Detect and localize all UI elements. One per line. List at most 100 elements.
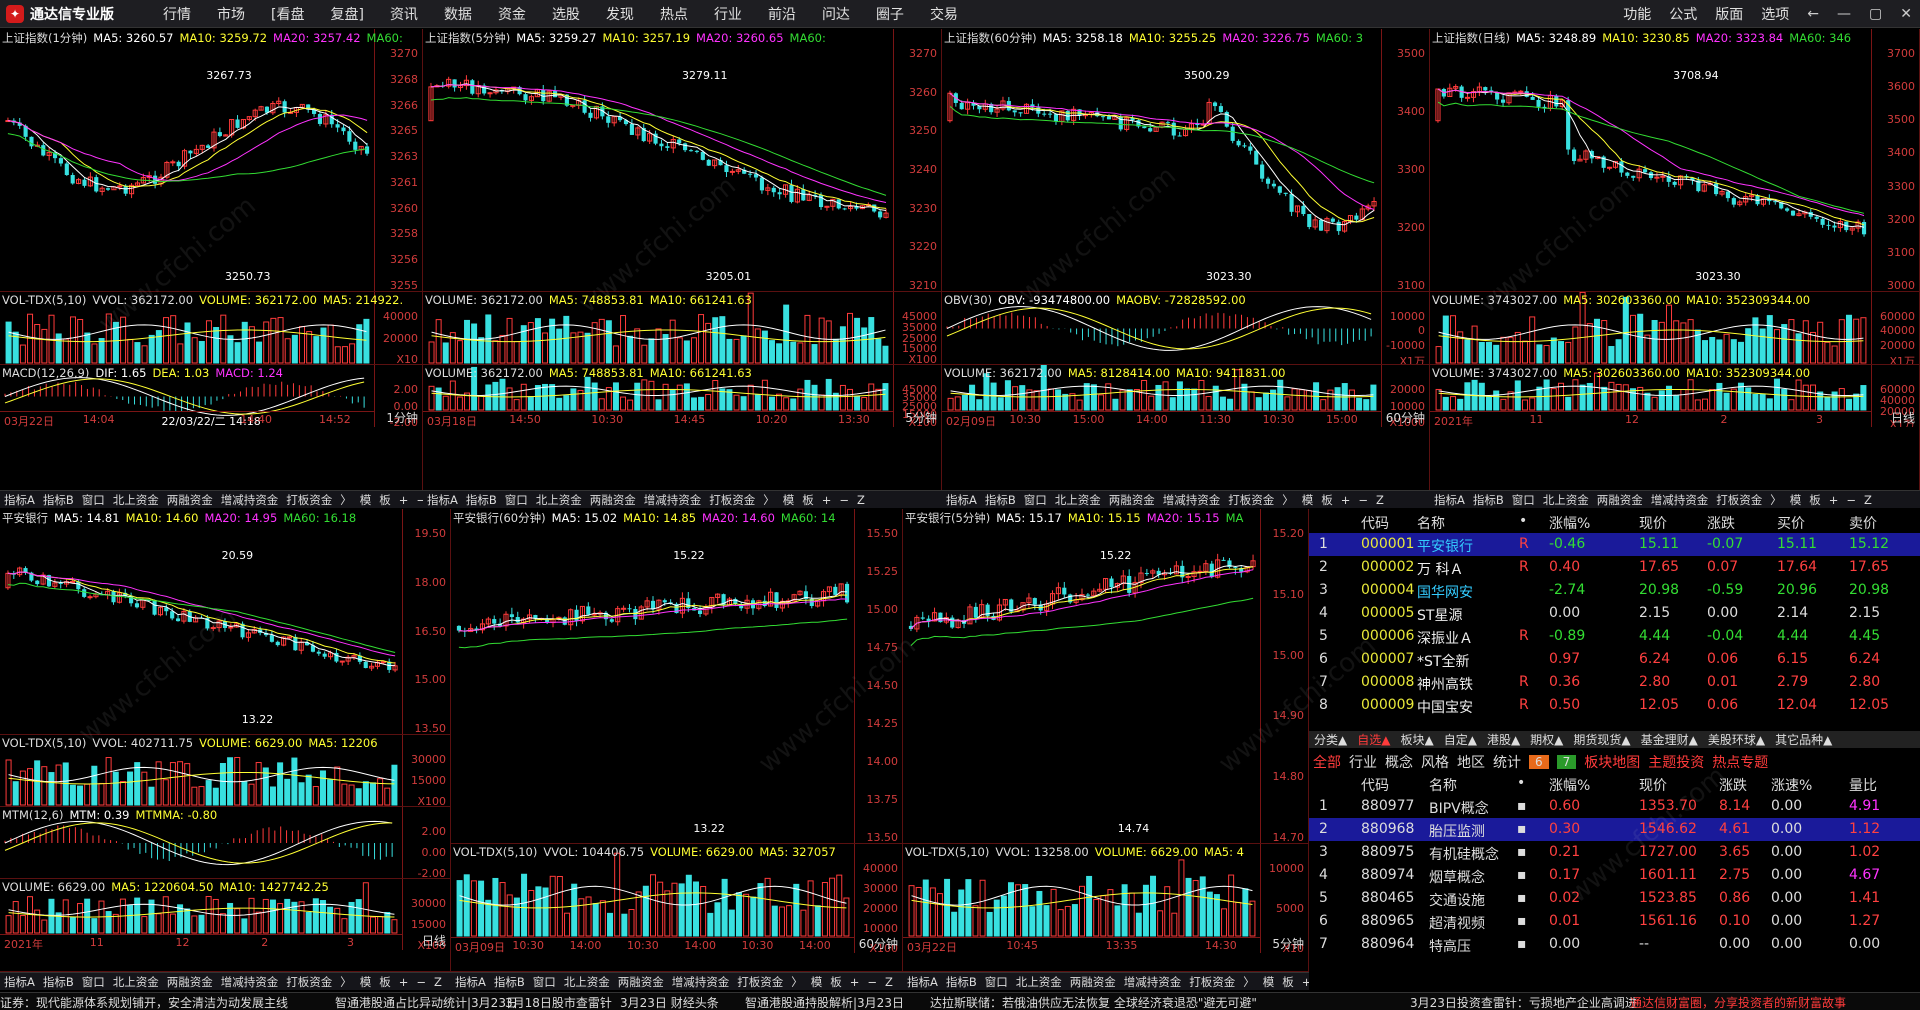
table-row[interactable]: 1 880977 BIPV概念 ▪ 0.60 1353.70 8.14 0.00 4.91: [1309, 795, 1920, 818]
menu-item-2[interactable]: [看盘: [271, 6, 305, 23]
indicator-pane[interactable]: VOLUME: 362172.00 MA5: 748853.81 MA10: 661…: [423, 291, 941, 364]
indicator-pane[interactable]: VOLUME: 3743027.00 MA5: 302603360.00 MA10:…: [1430, 364, 1919, 427]
indicator-pane[interactable]: OBV(30) OBV: -93474800.00 MAOBV: -72828592…: [942, 291, 1429, 364]
toolstrip-item[interactable]: 北上资金: [1542, 492, 1589, 507]
back-icon[interactable]: ←: [1807, 6, 1820, 22]
toolstrip-item[interactable]: +: [821, 492, 832, 507]
toolstrip-item[interactable]: 两融资金: [589, 492, 636, 507]
column-header[interactable]: 买价: [1777, 516, 1805, 532]
toolstrip-item[interactable]: 指标A: [455, 974, 486, 989]
sector-tab[interactable]: 概念: [1385, 754, 1413, 771]
sector-tab[interactable]: 行业: [1349, 754, 1377, 771]
menu-item-10[interactable]: 行业: [713, 6, 742, 23]
period-label[interactable]: 日线: [421, 934, 446, 948]
news-item[interactable]: 证券：现代能源体系规划铺开，安全清洁为动发展主线: [0, 996, 289, 1010]
toolstrip-item[interactable]: Z: [857, 492, 865, 507]
column-header[interactable]: 涨幅%: [1549, 778, 1591, 794]
column-header[interactable]: •: [1517, 775, 1526, 791]
category-tab[interactable]: 分类▲: [1314, 733, 1348, 747]
toolstrip-item[interactable]: 北上资金: [1054, 492, 1101, 507]
category-tab[interactable]: 港股▲: [1486, 733, 1521, 747]
table-row[interactable]: 8 000009 中国宝安 R 0.50 12.05 0.06 12.04 12.05: [1309, 694, 1920, 717]
toolstrip-item[interactable]: 窗口: [1023, 492, 1047, 507]
column-header[interactable]: 卖价: [1849, 516, 1877, 532]
close-icon[interactable]: ✕: [1900, 6, 1912, 22]
toolstrip-item[interactable]: 窗口: [81, 974, 105, 989]
column-header[interactable]: 名称: [1429, 778, 1457, 794]
toolstrip-item[interactable]: −: [416, 493, 423, 507]
toolstrip-item[interactable]: Z: [885, 974, 893, 989]
sector-tab[interactable]: 地区: [1457, 754, 1485, 771]
toolstrip-item[interactable]: 打板资金: [737, 974, 784, 989]
toolstrip-item[interactable]: 打板资金: [1716, 492, 1763, 507]
kline-chart-panel[interactable]: 20.59 13.22 平安银行 MA5: 14.81 MA10: 14.60 MA20:…: [0, 509, 451, 972]
toolstrip-item[interactable]: 两融资金: [1069, 974, 1116, 989]
indicator-pane[interactable]: VOL-TDX(5,10) VVOL: 104406.75 VOLUME: 6629…: [451, 843, 902, 953]
period-label[interactable]: 5分钟: [1272, 937, 1304, 951]
toolstrip-item[interactable]: 增减持资金: [671, 974, 730, 989]
toolstrip-item[interactable]: 〉: [763, 492, 775, 507]
toolstrip-item[interactable]: +: [1302, 975, 1309, 989]
category-tab[interactable]: 其它品种▲: [1775, 733, 1833, 747]
toolstrip-item[interactable]: 增减持资金: [220, 974, 279, 989]
kline-chart-panel[interactable]: 3267.73 3250.73 上证指数(1分钟) MA5: 3260.57 MA10:…: [0, 29, 423, 506]
column-header[interactable]: 涨跌: [1719, 778, 1747, 794]
price-pane[interactable]: 3279.11 3205.01 上证指数(5分钟) MA5: 3259.27 MA10:…: [423, 29, 941, 291]
toolstrip-item[interactable]: 指标B: [42, 974, 74, 989]
toolstrip-item[interactable]: −: [416, 974, 427, 989]
menu-item-1[interactable]: 市场: [217, 6, 245, 23]
price-pane[interactable]: 3267.73 3250.73 上证指数(1分钟) MA5: 3260.57 MA10:…: [0, 29, 422, 291]
toolstrip-item[interactable]: −: [839, 492, 850, 507]
table-row[interactable]: 7 000008 神州高铁 R 0.36 2.80 0.01 2.79 2.80: [1309, 671, 1920, 694]
toolstrip-item[interactable]: 指标A: [4, 492, 35, 507]
category-tab[interactable]: 期货现货▲: [1573, 733, 1631, 747]
price-pane[interactable]: 15.22 14.74 平安银行(5分钟) MA5: 15.17 MA10: 15.15…: [903, 509, 1308, 843]
toolstrip-item[interactable]: 〉: [1282, 492, 1294, 507]
news-item[interactable]: 通达信财富圈，分享投资者的新财富故事: [1630, 996, 1847, 1010]
table-row[interactable]: 4 880974 烟草概念 ▪ 0.17 1601.11 2.75 0.00 4.67: [1309, 864, 1920, 887]
toolstrip-item[interactable]: 打板资金: [709, 492, 756, 507]
sector-tab[interactable]: 主题投资: [1648, 754, 1705, 771]
period-label[interactable]: 5分钟: [905, 411, 937, 425]
column-header[interactable]: 量比: [1849, 778, 1877, 794]
menu-item-4[interactable]: 资讯: [389, 6, 418, 23]
category-tab[interactable]: 板块▲: [1400, 733, 1434, 747]
toolstrip-item[interactable]: 指标A: [4, 974, 35, 989]
toolstrip-item[interactable]: +: [398, 974, 409, 989]
toolstrip-item[interactable]: 指标B: [493, 974, 525, 989]
sector-tab[interactable]: 6: [1529, 754, 1549, 769]
toolstrip-item[interactable]: 两融资金: [166, 492, 213, 507]
price-pane[interactable]: 3708.94 3023.30 上证指数(日线) MA5: 3248.89 MA10: …: [1430, 29, 1919, 291]
indicator-pane[interactable]: VOL-TDX(5,10) VVOL: 362172.00 VOLUME: 3621…: [0, 291, 422, 364]
indicator-pane[interactable]: VOLUME: 6629.00 MA5: 1220604.50 MA10: 1427…: [0, 878, 450, 950]
sector-tab[interactable]: 7: [1556, 754, 1577, 769]
toolstrip-item[interactable]: 窗口: [504, 492, 528, 507]
toolstrip-item[interactable]: 板: [1282, 974, 1294, 989]
toolstrip-item[interactable]: 〉: [1243, 974, 1255, 989]
indicator-pane[interactable]: VOLUME: 3743027.00 MA5: 302603360.00 MA10:…: [1430, 291, 1919, 364]
restore-icon[interactable]: ▢: [1869, 6, 1883, 22]
period-label[interactable]: 1分钟: [386, 411, 418, 425]
toolstrip-item[interactable]: Z: [1376, 492, 1384, 507]
right-menu-item-0[interactable]: 功能: [1623, 7, 1652, 23]
toolstrip-item[interactable]: 窗口: [81, 492, 105, 507]
toolstrip-item[interactable]: 北上资金: [112, 492, 159, 507]
toolstrip-item[interactable]: 板: [1809, 492, 1821, 507]
toolstrip-item[interactable]: 增减持资金: [1123, 974, 1182, 989]
toolstrip-item[interactable]: 板: [379, 492, 391, 507]
menu-item-12[interactable]: 问达: [821, 6, 850, 23]
toolstrip-item[interactable]: 模: [1301, 492, 1314, 507]
news-item[interactable]: 达拉斯联储：若俄油供应无法恢复 全球经济衰退恐"避无可避": [930, 996, 1257, 1010]
table-row[interactable]: 1 000001 平安银行 R -0.46 15.11 -0.07 15.11 15.12: [1309, 533, 1920, 556]
table-row[interactable]: 2 880968 胎压监测 ▪ 0.30 1546.62 4.61 0.00 1.12: [1309, 818, 1920, 841]
toolstrip-item[interactable]: 指标A: [1434, 492, 1465, 507]
toolstrip-item[interactable]: 〉: [1770, 492, 1782, 507]
indicator-pane[interactable]: VOL-TDX(5,10) VVOL: 402711.75 VOLUME: 6629…: [0, 734, 450, 806]
news-item[interactable]: 3月23日投资查雷针：亏损地产企业高调进: [1410, 996, 1637, 1010]
column-header[interactable]: 现价: [1639, 778, 1667, 794]
toolstrip-item[interactable]: 板: [802, 492, 814, 507]
table-row[interactable]: 3 000004 国华网安 -2.74 20.98 -0.59 20.96 20.98: [1309, 579, 1920, 602]
toolstrip-item[interactable]: 两融资金: [166, 974, 213, 989]
minimize-icon[interactable]: —: [1837, 6, 1852, 22]
toolstrip-item[interactable]: 增减持资金: [1162, 492, 1221, 507]
